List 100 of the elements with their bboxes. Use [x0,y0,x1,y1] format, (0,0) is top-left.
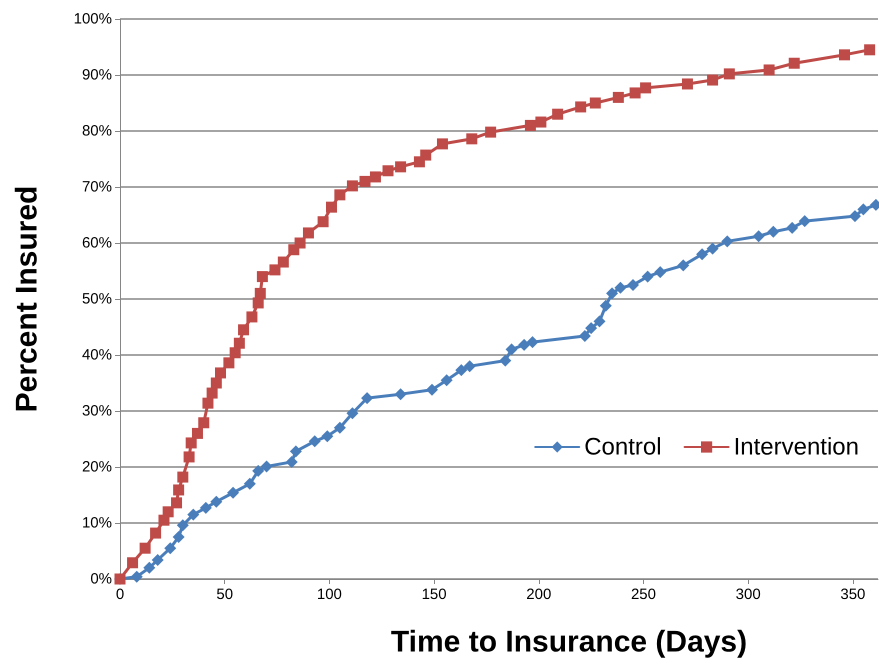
point [552,108,564,120]
point [706,242,719,255]
y-tick-label: 0% [90,570,112,588]
point [838,49,850,60]
point [334,189,346,200]
point [230,347,241,358]
point [864,44,876,56]
point [518,338,530,351]
point [788,58,800,69]
y-tick-label: 100% [74,10,112,28]
point [361,392,374,404]
point [246,311,258,322]
point [256,271,268,282]
x-tick-label: 200 [526,586,552,603]
point [857,203,870,216]
point [334,422,346,434]
point [326,202,337,213]
point [308,435,321,448]
y-tick-label: 70% [82,178,112,196]
point [210,496,222,508]
point [395,161,406,172]
point [278,256,289,268]
y-tick-label: 80% [82,122,112,140]
point [575,101,586,112]
point [210,378,222,388]
point [187,508,200,521]
point [526,336,539,348]
point [176,519,189,532]
point [642,270,654,283]
x-tick-label: 150 [422,586,447,603]
point [630,87,641,98]
point [614,282,626,294]
point [173,484,184,496]
legend-label: Control [584,434,662,460]
point [215,367,226,378]
point [252,464,264,477]
point [767,226,780,238]
x-tick-label: 0 [116,586,124,603]
point [578,330,591,342]
point [370,171,381,182]
point [200,502,212,514]
legend-label: Intervention [734,434,860,460]
point [696,248,708,260]
point [260,460,273,472]
point [420,150,432,161]
point [294,238,306,248]
point [677,259,690,272]
point [223,357,234,368]
point [798,215,811,228]
point [269,264,280,276]
x-tick-label: 300 [736,586,761,603]
point [140,542,151,554]
point [455,364,468,376]
point [640,82,652,94]
point [238,324,250,336]
x-tick-label: 250 [630,586,656,603]
point [177,472,188,483]
point [764,64,775,76]
point [627,279,640,291]
point [654,266,666,278]
y-tick-label: 90% [82,66,112,84]
point [382,165,394,176]
point [499,354,512,367]
point [130,570,143,583]
point [254,288,266,299]
point [535,116,546,128]
point [290,445,302,458]
point [346,180,358,192]
point [206,388,218,399]
point [162,506,174,518]
point [164,542,176,554]
point [150,528,162,539]
point [786,222,798,234]
point [127,557,138,568]
point [464,360,476,372]
point [171,497,182,508]
point [426,384,438,396]
point [606,287,618,300]
point [152,554,164,566]
point [346,407,358,420]
point [590,98,601,108]
point [198,417,210,428]
point [244,478,256,490]
x-tick-label: 350 [840,586,866,603]
point [440,374,453,386]
point [202,398,214,409]
point [585,322,598,334]
point [227,486,240,499]
point [721,235,734,248]
point [848,210,861,222]
y-tick-label: 30% [82,402,112,420]
y-tick-label: 20% [82,458,112,476]
point [234,338,245,349]
y-tick-label: 40% [82,346,112,364]
point [192,428,203,439]
point [172,531,185,543]
y-axis-title: Percent Insured [10,186,44,412]
point [707,74,718,86]
point [394,388,407,400]
point [143,562,156,574]
